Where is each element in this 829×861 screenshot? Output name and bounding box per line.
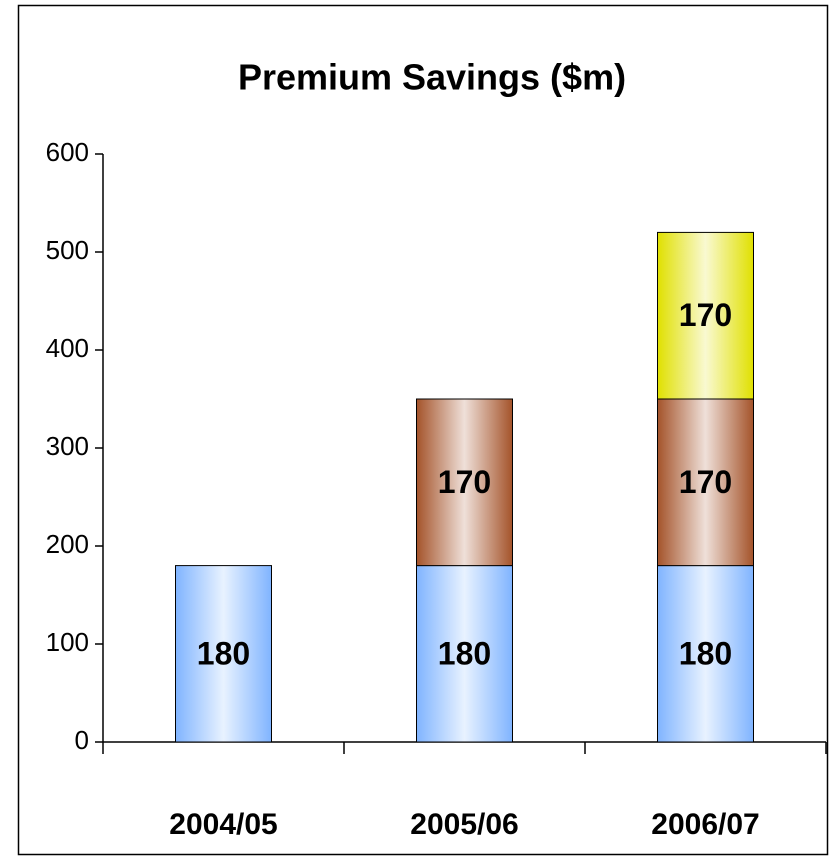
y-tick-label: 300 bbox=[46, 431, 89, 461]
x-tick-label: 2005/06 bbox=[410, 808, 518, 841]
y-tick-label: 400 bbox=[46, 333, 89, 363]
bar-segment bbox=[657, 565, 754, 743]
bar-segment bbox=[657, 398, 754, 567]
data-label: 180 bbox=[438, 635, 491, 671]
data-label: 180 bbox=[197, 635, 250, 671]
x-tick-label: 2004/05 bbox=[169, 808, 277, 841]
chart-title: Premium Savings ($m) bbox=[238, 57, 626, 98]
data-label: 180 bbox=[679, 635, 732, 671]
data-label: 170 bbox=[679, 297, 732, 333]
bar-segment bbox=[175, 565, 272, 743]
bar-segment bbox=[416, 398, 513, 567]
data-label: 170 bbox=[438, 464, 491, 500]
bar-segment bbox=[416, 565, 513, 743]
x-tick-label: 2006/07 bbox=[651, 808, 759, 841]
bar-segment bbox=[657, 231, 754, 400]
data-label: 170 bbox=[679, 464, 732, 500]
y-tick-label: 500 bbox=[46, 235, 89, 265]
y-tick-label: 0 bbox=[75, 725, 89, 755]
y-tick-label: 600 bbox=[46, 137, 89, 167]
y-tick-label: 200 bbox=[46, 529, 89, 559]
y-tick-label: 100 bbox=[46, 627, 89, 657]
